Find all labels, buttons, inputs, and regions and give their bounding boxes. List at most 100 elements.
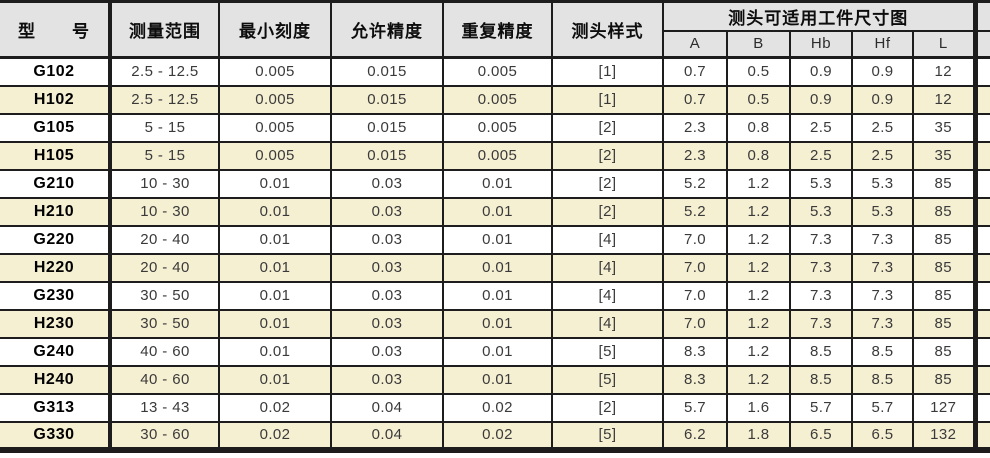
cell-b: 1.8 — [726, 420, 791, 451]
cell-b: 0.5 — [726, 56, 791, 87]
cell-range: 20 - 40 — [108, 252, 220, 283]
cell-repeatability: 0.01 — [442, 224, 553, 255]
cell-model: G102 — [0, 56, 111, 87]
cell-b: 0.8 — [726, 140, 791, 171]
cell-hb: 0.9 — [789, 56, 853, 87]
header-dim-l: L — [911, 29, 977, 59]
cell-range: 2.5 - 12.5 — [108, 84, 220, 115]
cell-accuracy: 0.015 — [330, 112, 444, 143]
cropped-next-column-subheader — [972, 29, 990, 59]
cell-b: 1.2 — [726, 364, 791, 395]
cell-accuracy: 0.015 — [330, 56, 444, 87]
cell-probe_style: [2] — [551, 392, 664, 423]
cell-range: 40 - 60 — [108, 364, 220, 395]
cell-hf: 7.3 — [851, 224, 914, 255]
cell-model: H210 — [0, 196, 111, 227]
cell-hb: 2.5 — [789, 112, 853, 143]
cell-repeatability: 0.01 — [442, 196, 553, 227]
cell-model: G220 — [0, 224, 111, 255]
cell-l: 85 — [911, 168, 977, 199]
cell-probe_style: [2] — [551, 112, 664, 143]
cell-probe_style: [4] — [551, 308, 664, 339]
cell-hf: 7.3 — [851, 280, 914, 311]
cell-range: 13 - 43 — [108, 392, 220, 423]
cell-repeatability: 0.005 — [442, 140, 553, 171]
cell-min_scale: 0.01 — [218, 308, 332, 339]
cropped-next-column-cell — [972, 336, 990, 367]
cell-l: 35 — [911, 140, 977, 171]
table-row: H240 40 - 60 0.01 0.03 0.01 [5] 8.3 1.2 8.5 8.5 85 — [0, 364, 990, 395]
cell-accuracy: 0.03 — [330, 364, 444, 395]
cell-min_scale: 0.01 — [218, 336, 332, 367]
table-row: G330 30 - 60 0.02 0.04 0.02 [5] 6.2 1.8 6.5 6.5 13… — [0, 420, 990, 451]
cell-hf: 5.3 — [851, 168, 914, 199]
cell-model: H240 — [0, 364, 111, 395]
cell-min_scale: 0.005 — [218, 112, 332, 143]
header-measuring-range: 测量范围 — [108, 0, 220, 59]
cell-model: G105 — [0, 112, 111, 143]
header-dim-hf: Hf — [851, 29, 914, 59]
cell-l: 12 — [911, 84, 977, 115]
cell-repeatability: 0.005 — [442, 84, 553, 115]
header-permissible-accuracy: 允许精度 — [330, 0, 444, 59]
cell-l: 85 — [911, 196, 977, 227]
cell-probe_style: [1] — [551, 56, 664, 87]
cell-probe_style: [5] — [551, 364, 664, 395]
cell-b: 1.2 — [726, 168, 791, 199]
cell-hb: 5.3 — [789, 168, 853, 199]
cell-repeatability: 0.005 — [442, 56, 553, 87]
cell-accuracy: 0.015 — [330, 140, 444, 171]
cell-min_scale: 0.01 — [218, 280, 332, 311]
cell-hb: 7.3 — [789, 252, 853, 283]
cell-probe_style: [2] — [551, 196, 664, 227]
cell-range: 30 - 50 — [108, 280, 220, 311]
cell-b: 1.6 — [726, 392, 791, 423]
cell-accuracy: 0.04 — [330, 392, 444, 423]
cell-repeatability: 0.01 — [442, 308, 553, 339]
cell-repeatability: 0.01 — [442, 280, 553, 311]
cell-hf: 5.3 — [851, 196, 914, 227]
table-body: G102 2.5 - 12.5 0.005 0.015 0.005 [1] 0.7 0.5 0.… — [0, 56, 990, 451]
cropped-next-column-cell — [972, 84, 990, 115]
cell-repeatability: 0.01 — [442, 364, 553, 395]
cell-repeatability: 0.02 — [442, 420, 553, 451]
cell-range: 40 - 60 — [108, 336, 220, 367]
cell-hf: 0.9 — [851, 84, 914, 115]
cropped-next-column-header — [972, 0, 990, 32]
cell-accuracy: 0.04 — [330, 420, 444, 451]
table-header: 型 号 测量范围 最小刻度 允许精度 重复精度 测头样式 测头可适用工件尺寸图 … — [0, 0, 990, 59]
cell-probe_style: [5] — [551, 336, 664, 367]
cell-a: 5.2 — [662, 196, 728, 227]
cell-model: G330 — [0, 420, 111, 451]
cell-probe_style: [4] — [551, 280, 664, 311]
cell-hb: 7.3 — [789, 308, 853, 339]
cell-probe_style: [4] — [551, 224, 664, 255]
cropped-next-column-cell — [972, 364, 990, 395]
cell-range: 5 - 15 — [108, 112, 220, 143]
cell-repeatability: 0.01 — [442, 336, 553, 367]
cell-min_scale: 0.005 — [218, 56, 332, 87]
cell-hf: 0.9 — [851, 56, 914, 87]
table-row: G105 5 - 15 0.005 0.015 0.005 [2] 2.3 0.8 2.5 2.5… — [0, 112, 990, 143]
cropped-next-column-cell — [972, 56, 990, 87]
cell-b: 0.5 — [726, 84, 791, 115]
cell-l: 85 — [911, 252, 977, 283]
cell-model: H220 — [0, 252, 111, 283]
cell-hf: 7.3 — [851, 308, 914, 339]
cell-range: 10 - 30 — [108, 168, 220, 199]
header-model: 型 号 — [0, 0, 111, 59]
cell-l: 12 — [911, 56, 977, 87]
cell-a: 0.7 — [662, 56, 728, 87]
cropped-next-column-cell — [972, 392, 990, 423]
cell-hf: 6.5 — [851, 420, 914, 451]
cell-l: 132 — [911, 420, 977, 451]
cell-hf: 7.3 — [851, 252, 914, 283]
cell-probe_style: [2] — [551, 140, 664, 171]
header-dim-b: B — [726, 29, 791, 59]
cell-hb: 7.3 — [789, 224, 853, 255]
table-row: H230 30 - 50 0.01 0.03 0.01 [4] 7.0 1.2 7.3 7.3 85 — [0, 308, 990, 339]
cell-a: 5.7 — [662, 392, 728, 423]
cropped-next-column-cell — [972, 420, 990, 451]
